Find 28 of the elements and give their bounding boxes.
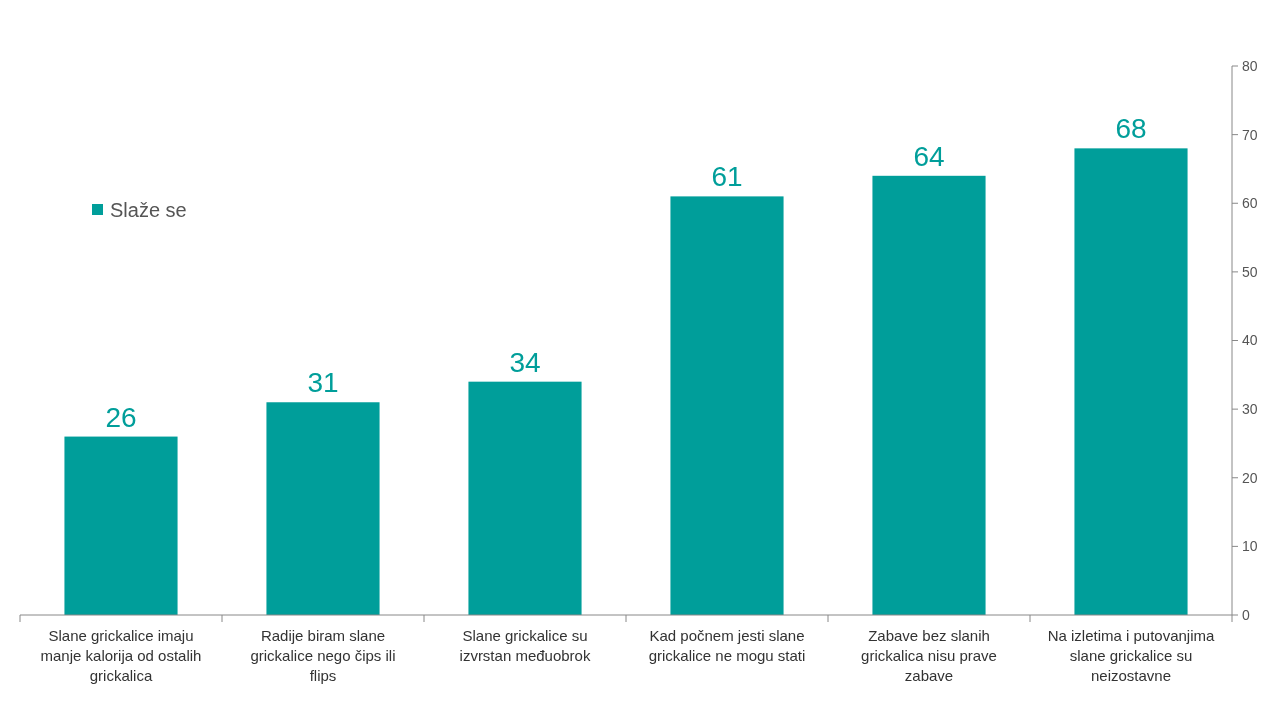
data-label: 68 [1115, 113, 1147, 145]
y-tick-label: 20 [1242, 469, 1258, 486]
bar [468, 381, 582, 615]
y-tick-label: 10 [1242, 538, 1258, 555]
x-tick-label: Kad počnem jesti slane grickalice ne mogu stati [648, 627, 806, 664]
bar [266, 402, 380, 615]
data-label: 31 [307, 367, 339, 399]
y-tick-label: 80 [1242, 57, 1258, 74]
data-label: 61 [711, 161, 743, 193]
data-label: 64 [913, 140, 945, 172]
x-tick-label: Radije biram slane grickalice nego čips ili flips [250, 627, 396, 684]
y-tick-label: 40 [1242, 332, 1258, 349]
x-tick-label: Slane grickalice su izvrstan međuobrok [459, 627, 591, 664]
bar [1074, 148, 1188, 615]
bar [64, 436, 178, 615]
y-tick-label: 50 [1242, 263, 1258, 280]
data-label: 34 [509, 346, 541, 378]
data-label: 26 [105, 401, 137, 433]
bar [872, 175, 986, 615]
x-tick-label: Zabave bez slanih grickalica nisu prave zabave [861, 627, 997, 684]
x-tick-label: Na izletima i putovanjima slane grickalice su neizostavne [1047, 627, 1216, 684]
y-tick-label: 70 [1242, 126, 1258, 143]
y-tick-label: 60 [1242, 195, 1258, 212]
x-tick-label: Slane grickalice imaju manje kalorija od ostalih grickalica [40, 627, 202, 684]
y-tick-label: 30 [1242, 401, 1258, 418]
y-tick-label: 0 [1242, 606, 1250, 623]
legend-label: Slaže se [110, 199, 187, 221]
bar [670, 196, 784, 615]
